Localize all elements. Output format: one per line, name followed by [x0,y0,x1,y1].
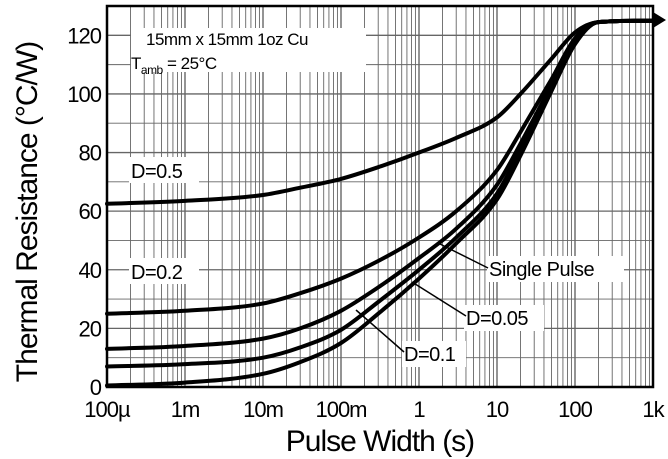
label-bg-d01 [402,341,466,367]
x-axis-title: Pulse Width (s) [286,425,474,458]
leader-single-pulse [439,243,489,269]
leader-d01 [355,309,405,353]
label-bg-d05 [129,157,199,183]
tamb-suffix: = 25°C [163,54,217,73]
right-arrow-icon [653,12,666,28]
annotation-box [131,28,366,72]
x-tick-label: 100µ [84,397,131,422]
y-tick-label: 120 [67,23,101,48]
curve-label-d02: D=0.2 [131,262,183,284]
y-tick-label: 20 [79,316,102,341]
x-tick-label: 10 [486,397,509,422]
x-tick-label: 10m [243,397,283,422]
curve-label-d005: D=0.05 [466,308,528,330]
y-tick-label: 60 [79,199,102,224]
tamb-prefix: T [131,54,141,73]
y-tick-label: 40 [79,258,102,283]
x-tick-label: 1m [171,397,200,422]
curve-label-d01: D=0.1 [404,344,456,366]
curve-d-0-5 [105,18,655,206]
x-tick-label: 1 [413,397,425,422]
y-tick-label: 80 [79,141,102,166]
leader-d005 [411,281,467,317]
tick-labels: 100µ 1m 10m 100m 1 10 100 1k 0 20 40 60 80 100 120 [67,23,666,422]
label-bg-d02 [129,258,199,284]
x-tick-label: 100 [558,397,592,422]
tamb-subscript: amb [141,63,164,77]
curve-label-single-pulse: Single Pulse [489,259,595,281]
x-tick-label: 100m [315,397,366,422]
y-tick-label: 0 [90,375,102,400]
annotation-ambient-temp: Tamb = 25°C [131,54,217,77]
curve-single-pulse [105,18,655,388]
y-tick-label: 100 [67,82,101,107]
annotation-board-size: 15mm x 15mm 1oz Cu [146,30,308,49]
curve-label-d05: D=0.5 [131,161,183,183]
curves [105,18,655,388]
x-tick-label: 1k [642,397,665,422]
label-bg-single-pulse [487,256,624,282]
plot-frame [105,4,655,389]
y-axis-title: Thermal Resistance (°C/W) [11,42,44,382]
label-bg-d005 [464,305,544,331]
